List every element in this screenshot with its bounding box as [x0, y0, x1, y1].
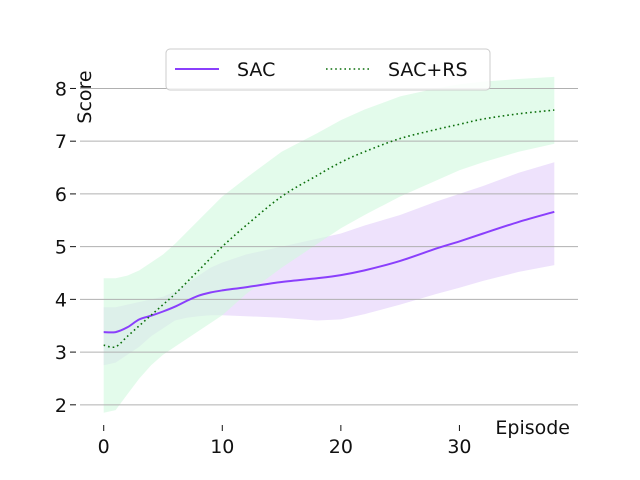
x-tick-label-10: 10: [210, 436, 234, 458]
y-tick-label-8: 8: [55, 78, 67, 100]
grid-lines: [80, 87, 578, 406]
legend-label-sac: SAC: [237, 59, 275, 81]
sac-rs-band: [103, 76, 555, 413]
x-tick-label-20: 20: [329, 436, 353, 458]
series-lines: [103, 109, 555, 349]
legend: SAC SAC+RS: [165, 48, 491, 91]
x-axis-ticks: 0 10 20 30: [98, 425, 472, 458]
y-tick-label-2: 2: [55, 395, 67, 417]
x-axis-label: Episode: [495, 417, 570, 439]
y-axis-label: Score: [74, 70, 96, 123]
y-tick-label-5: 5: [55, 237, 67, 259]
x-tick-label-0: 0: [98, 436, 110, 458]
y-tick-label-4: 4: [55, 289, 67, 311]
legend-label-sac-rs: SAC+RS: [388, 59, 468, 81]
sac-rs-line: [103, 109, 555, 349]
sac-line: [103, 210, 555, 334]
y-axis-ticks: 2 3 4 5 6 7 8: [55, 78, 76, 417]
x-tick-label-30: 30: [447, 436, 471, 458]
y-tick-label-6: 6: [55, 184, 67, 206]
confidence-bands: [103, 76, 555, 413]
legend-frame: [165, 48, 491, 91]
y-tick-label-3: 3: [55, 342, 67, 364]
y-tick-label-7: 7: [55, 131, 67, 153]
